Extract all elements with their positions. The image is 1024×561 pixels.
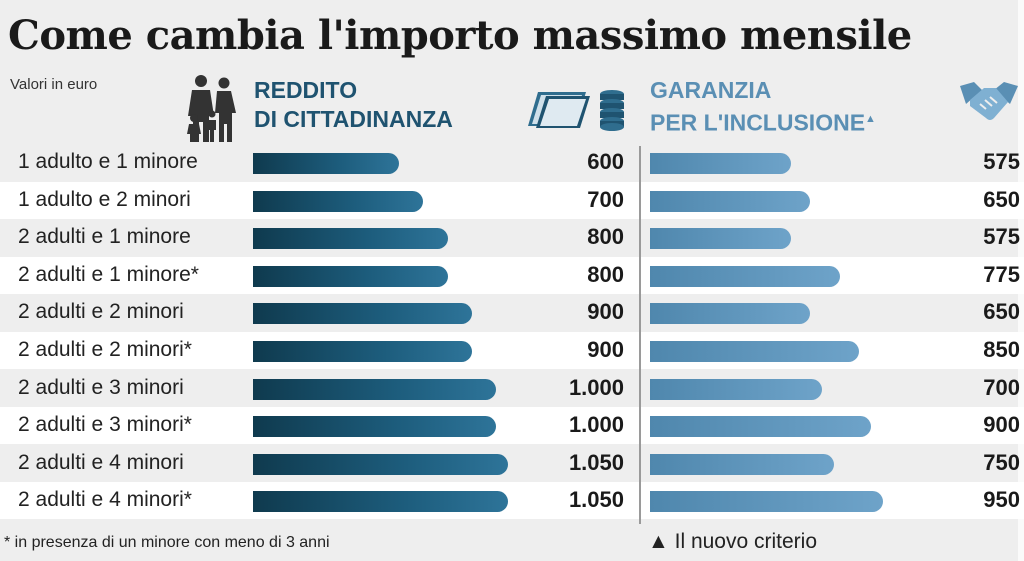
category-label: 2 adulti e 1 minore*: [18, 262, 199, 286]
gpi-bar: [650, 228, 792, 250]
chart-row: 2 adulti e 4 minori 1.050 750: [0, 445, 1024, 482]
gpi-bar: [650, 416, 872, 438]
chart-row: 1 adulto e 1 minore 600 575: [0, 144, 1024, 181]
footnote-asterisk: * in presenza di un minore con meno di 3…: [4, 534, 330, 551]
gpi-value-label: 575: [983, 149, 1020, 174]
category-label: 1 adulto e 1 minore: [18, 150, 198, 173]
category-label: 2 adulti e 2 minori*: [18, 338, 192, 361]
rdc-value-label: 700: [587, 186, 624, 212]
rdc-value-label: 1.000: [568, 374, 624, 400]
rdc-value-label: 900: [587, 299, 624, 325]
chart-subtitle: Valori in euro: [10, 76, 98, 93]
rdc-bar: [253, 491, 509, 513]
chart-row: 2 adulti e 2 minori* 900 850: [0, 332, 1024, 369]
rdc-value-label: 1.050: [568, 449, 624, 475]
category-label: 2 adulti e 4 minori: [18, 450, 184, 474]
category-label: 2 adulti e 3 minori: [18, 375, 184, 399]
category-label: 2 adulti e 2 minori: [18, 300, 184, 324]
rdc-bar: [253, 378, 497, 400]
gpi-value-label: 650: [983, 186, 1020, 212]
gpi-bar: [650, 265, 841, 287]
gpi-header: GARANZIA PER L'INCLUSIONE▲: [650, 76, 876, 138]
gpi-bar: [650, 153, 792, 174]
category-label: 2 adulti e 4 minori*: [18, 488, 192, 512]
rdc-value-label: 1.050: [568, 487, 624, 513]
gpi-value-label: 950: [983, 487, 1020, 513]
chart-row: 2 adulti e 4 minori* 1.050 950: [0, 482, 1024, 520]
chart-row: 2 adulti e 1 minore* 800 775: [0, 256, 1024, 294]
rdc-bar: [253, 303, 472, 325]
rdc-bar: [253, 190, 424, 212]
rdc-bar: [253, 153, 399, 174]
rdc-bar: [253, 416, 497, 438]
rdc-bar: [253, 265, 448, 287]
gpi-value-label: 850: [983, 337, 1020, 362]
gpi-bar: [650, 378, 822, 400]
rdc-bar: [253, 228, 448, 250]
gpi-value-label: 650: [983, 299, 1020, 325]
gpi-header-line1: GARANZIA: [650, 77, 772, 103]
rdc-bar: [253, 341, 472, 362]
gpi-bar: [650, 341, 859, 362]
rdc-header-line1: REDDITO: [254, 77, 358, 103]
rdc-header: REDDITO DI CITTADINANZA: [254, 76, 453, 134]
chart-row: 2 adulti e 3 minori 1.000 700: [0, 370, 1024, 407]
rdc-bar: [253, 453, 509, 475]
rdc-value-label: 800: [587, 261, 624, 287]
family-icon: [187, 75, 236, 142]
gpi-bar: [650, 453, 835, 475]
column-separator: [639, 146, 641, 524]
gpi-value-label: 900: [983, 412, 1020, 438]
gpi-value-label: 750: [983, 449, 1020, 475]
category-label: 1 adulto e 2 minori: [18, 187, 191, 211]
category-label: 2 adulti e 3 minori*: [18, 413, 192, 437]
rdc-header-line2: DI CITTADINANZA: [254, 106, 453, 132]
gpi-value-label: 575: [983, 224, 1020, 250]
rdc-value-label: 900: [587, 337, 624, 362]
rdc-value-label: 600: [587, 149, 624, 174]
footnote-new-criterion: ▲ Il nuovo criterio: [648, 530, 818, 553]
handshake-icon: [960, 82, 1018, 120]
gpi-header-line2: PER L'INCLUSIONE: [650, 109, 866, 136]
new-criterion-mark: ▲: [865, 113, 876, 125]
rdc-value-label: 1.000: [568, 412, 624, 438]
chart-row: 2 adulti e 3 minori* 1.000 900: [0, 407, 1024, 445]
gpi-value-label: 775: [983, 261, 1020, 287]
category-label: 2 adulti e 1 minore: [18, 225, 191, 249]
banknotes-coins-icon: [528, 90, 624, 131]
chart-row: 2 adulti e 2 minori 900 650: [0, 294, 1024, 331]
gpi-value-label: 700: [983, 374, 1020, 400]
chart-title: Come cambia l'importo massimo mensile: [8, 12, 912, 59]
gpi-bar: [650, 303, 810, 325]
gpi-bar: [650, 190, 810, 212]
chart-row: 2 adulti e 1 minore 800 575: [0, 219, 1024, 256]
chart-row: 1 adulto e 2 minori 700 650: [0, 181, 1024, 219]
gpi-bar: [650, 491, 884, 513]
rdc-value-label: 800: [587, 224, 624, 250]
